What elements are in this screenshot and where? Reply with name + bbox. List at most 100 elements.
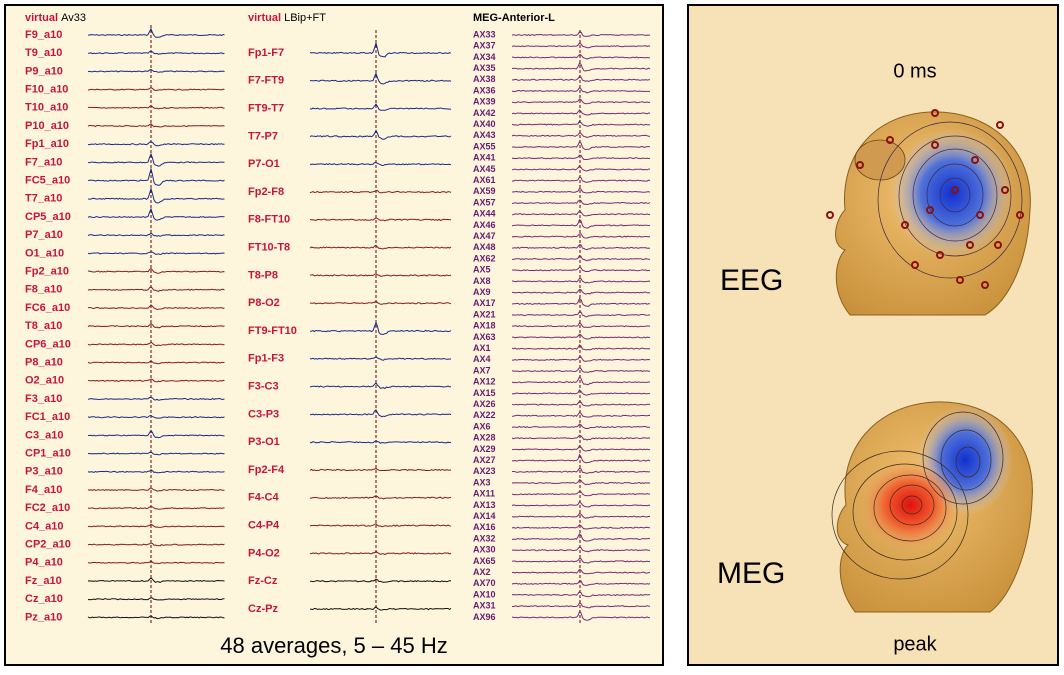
trace (87, 505, 225, 510)
trace (87, 251, 225, 256)
channel-label: AX36 (473, 85, 496, 95)
channel-label: F7_a10 (25, 156, 62, 168)
trace (309, 189, 452, 194)
channel-label: AX45 (473, 164, 496, 174)
caption: 48 averages, 5 – 45 Hz (220, 633, 447, 658)
trace (87, 152, 225, 167)
header-name: LBip+FT (284, 12, 326, 24)
channel-label: T10_a10 (25, 102, 68, 114)
trace (511, 344, 651, 351)
trace (87, 577, 225, 583)
trace (87, 378, 225, 383)
channel-label: AX2 (473, 567, 491, 577)
trace (511, 532, 650, 542)
channel-label: F3-C3 (248, 381, 279, 393)
channel-label: AX70 (473, 578, 496, 588)
channel-label: AX62 (473, 253, 496, 263)
trace (512, 322, 651, 329)
channel-label: AX47 (473, 231, 496, 241)
channel-label: P8-O2 (248, 297, 280, 309)
trace (511, 141, 651, 151)
channel-label: F9_a10 (25, 29, 62, 41)
channel-label: AX37 (473, 41, 496, 51)
trace (87, 68, 225, 73)
trace (309, 550, 452, 556)
channel-label: T8-P8 (248, 269, 278, 281)
trace (87, 123, 225, 128)
trace (511, 310, 651, 318)
left-header: virtual Av33 (25, 12, 86, 24)
channel-label: FT10-T8 (248, 242, 290, 254)
channel-label: AX1 (473, 343, 491, 353)
channel-label: Pz_a10 (25, 611, 62, 623)
trace (511, 423, 651, 430)
trace (511, 356, 651, 362)
channel-label: AX12 (473, 377, 496, 387)
trace (87, 451, 225, 456)
trace (512, 467, 651, 474)
channel-label: P4_a10 (25, 557, 63, 569)
channel-label: P10_a10 (25, 120, 69, 132)
trace (511, 453, 651, 464)
channel-label: AX28 (473, 433, 496, 443)
trace (309, 409, 452, 418)
channel-label: AX18 (473, 321, 496, 331)
trace (511, 187, 651, 194)
channel-label: Fz-Cz (248, 575, 278, 587)
trace (87, 186, 225, 204)
trace (511, 120, 651, 127)
channel-label: T7_a10 (25, 193, 62, 205)
trace (511, 591, 651, 598)
trace (511, 62, 651, 72)
traces (87, 27, 651, 621)
meg-head (831, 401, 1033, 613)
header-prefix: virtual (248, 12, 281, 24)
trace (511, 366, 651, 373)
trace (87, 523, 225, 528)
channel-label: AX29 (473, 444, 496, 454)
trace (512, 288, 651, 295)
channel-label: Cz-Pz (248, 603, 278, 615)
trace (309, 356, 451, 361)
channel-label: O1_a10 (25, 247, 64, 259)
trace (511, 602, 651, 609)
channel-label: AX9 (473, 287, 491, 297)
trace (511, 210, 651, 217)
channel-label: AX14 (473, 511, 496, 521)
trace (511, 31, 651, 37)
trace (512, 333, 651, 340)
trace (511, 233, 651, 239)
channel-label: AX40 (473, 119, 496, 129)
trace (511, 297, 651, 307)
trace (88, 104, 225, 110)
channel-label: T7-P7 (248, 130, 278, 142)
channel-label: FT9-FT10 (248, 325, 297, 337)
channel-label: Fp2-F4 (248, 464, 285, 476)
channel-label: F8_a10 (25, 284, 62, 296)
trace (511, 512, 651, 519)
trace (511, 109, 651, 116)
channel-label: FC5_a10 (25, 175, 70, 187)
trace (309, 578, 452, 583)
trace (87, 322, 225, 329)
trace (511, 42, 651, 49)
channel-label: C4-P4 (248, 520, 280, 532)
channel-label: AX5 (473, 265, 491, 275)
channel-label: F8-FT10 (248, 214, 290, 226)
trace (511, 154, 651, 161)
channel-label: AX65 (473, 556, 496, 566)
channel-label: Fp2-F8 (248, 186, 284, 198)
trace (87, 87, 225, 91)
trace (87, 597, 225, 601)
channel-label: C3_a10 (25, 429, 64, 441)
channel-label: AX61 (473, 175, 496, 185)
trace (88, 429, 225, 439)
trace (87, 559, 225, 565)
eeg-label: EEG (720, 264, 783, 297)
footer-label: peak (893, 633, 937, 655)
trace (309, 41, 452, 58)
channel-label: Fp1_a10 (25, 138, 69, 150)
trace (309, 161, 452, 167)
channel-label: P8_a10 (25, 357, 63, 369)
